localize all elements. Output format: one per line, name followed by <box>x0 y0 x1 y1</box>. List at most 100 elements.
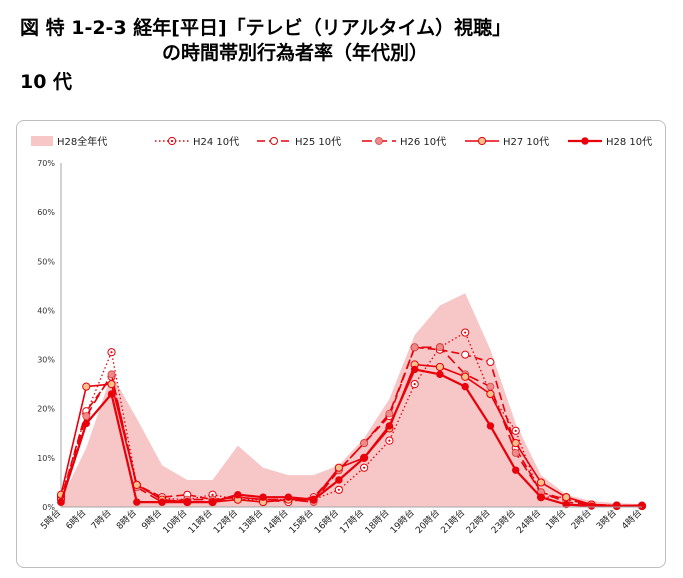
marker-disc <box>107 370 116 379</box>
x-tick-label: 11時台 <box>185 507 214 536</box>
x-tick-label: 6時台 <box>63 507 88 532</box>
data-point <box>107 380 116 389</box>
marker-disc <box>410 365 419 374</box>
marker-disc <box>334 463 343 472</box>
marker-disc <box>133 498 141 506</box>
data-point <box>562 493 571 502</box>
y-tick-label: 0% <box>42 503 55 512</box>
data-point <box>511 439 520 448</box>
x-tick-label: 21時台 <box>438 507 467 536</box>
marker-disc <box>385 422 394 430</box>
data-point <box>461 328 470 337</box>
data-point <box>309 495 318 504</box>
marker-disc <box>536 478 546 487</box>
marker-disc <box>335 476 343 484</box>
x-tick-label: 23時台 <box>489 507 518 536</box>
data-point <box>587 502 596 510</box>
marker-disc <box>435 362 445 372</box>
x-tick-label: 15時台 <box>286 507 315 536</box>
marker-disc <box>562 493 571 502</box>
x-tick-label: 3時台 <box>594 507 619 532</box>
marker-disc <box>486 389 495 399</box>
marker-dot <box>211 493 214 496</box>
legend-label: H25 10代 <box>295 136 341 148</box>
legend-item-h24-10: H24 10代 <box>155 136 239 148</box>
marker-disc <box>486 382 495 391</box>
data-point <box>486 382 495 391</box>
plot-area <box>56 293 647 511</box>
marker-disc <box>107 390 116 398</box>
data-point <box>613 502 621 510</box>
legend-label: H26 10代 <box>400 136 446 148</box>
marker-disc <box>410 343 419 352</box>
data-point <box>385 422 394 430</box>
marker-disc <box>581 137 589 145</box>
x-tick-label: 20時台 <box>413 507 442 536</box>
data-point <box>183 498 192 506</box>
legend-item-h25-10: H25 10代 <box>257 136 341 148</box>
data-point <box>57 498 65 506</box>
series-line <box>60 346 643 507</box>
marker-disc <box>82 419 90 428</box>
y-tick-label: 30% <box>37 356 55 365</box>
marker-dot <box>337 488 340 491</box>
marker-disc <box>613 502 621 510</box>
data-point <box>436 343 444 352</box>
x-tick-label: 19時台 <box>387 507 416 536</box>
data-point <box>562 500 570 509</box>
marker-disc <box>375 137 383 145</box>
data-point <box>511 449 520 457</box>
marker-disc <box>461 382 469 391</box>
data-point <box>461 350 470 359</box>
x-tick-label: 9時台 <box>139 507 164 532</box>
marker-ring <box>461 350 470 359</box>
chart-legend: H28全年代 H24 10代 H25 10代 H26 10代 H27 10代 H28 10… <box>31 135 652 148</box>
y-tick-label: 40% <box>37 306 55 315</box>
data-point <box>360 439 369 448</box>
data-point <box>133 498 141 506</box>
legend-swatch <box>31 136 53 146</box>
legend-marker <box>477 136 487 146</box>
marker-disc <box>107 380 116 389</box>
data-point <box>461 372 470 381</box>
legend-label: H28 10代 <box>606 136 652 148</box>
legend-item-h26-10: H26 10代 <box>362 136 446 148</box>
x-tick-label: 22時台 <box>463 507 492 536</box>
heading-line-2: の時間帯別行為者率（年代別） <box>162 42 429 64</box>
x-tick-label: 17時台 <box>337 507 366 536</box>
chart-frame: H28全年代 H24 10代 H25 10代 H26 10代 H27 10代 H28 10… <box>16 120 666 568</box>
data-point <box>537 493 545 501</box>
legend-label: H27 10代 <box>503 136 549 148</box>
marker-dot <box>514 429 517 432</box>
marker-disc <box>587 502 596 510</box>
data-point <box>82 419 90 428</box>
marker-disc <box>511 466 520 474</box>
data-point <box>486 422 495 430</box>
data-point <box>436 370 444 379</box>
data-point <box>82 412 91 420</box>
x-tick-label: 18時台 <box>362 507 391 536</box>
marker-disc <box>436 343 444 352</box>
marker-disc <box>385 409 394 418</box>
marker-disc <box>461 372 470 381</box>
data-point <box>385 436 394 445</box>
legend-label: H24 10代 <box>193 136 239 148</box>
data-point <box>511 426 520 435</box>
data-point <box>410 343 419 352</box>
marker-disc <box>436 370 444 379</box>
data-point <box>511 466 520 474</box>
marker-dot <box>413 383 416 386</box>
data-point <box>234 491 242 499</box>
marker-disc <box>486 422 495 430</box>
y-tick-label: 70% <box>37 159 55 168</box>
x-tick-label: 4時台 <box>619 507 644 532</box>
data-point <box>435 362 445 372</box>
legend-marker <box>270 137 278 145</box>
marker-ring <box>486 358 495 367</box>
data-point <box>536 478 546 487</box>
x-tick-label: 7時台 <box>88 507 113 532</box>
x-tick-label: 16時台 <box>312 507 341 536</box>
data-point <box>334 463 343 472</box>
data-point <box>334 485 343 494</box>
legend-item-h28: H28全年代 <box>31 135 107 148</box>
